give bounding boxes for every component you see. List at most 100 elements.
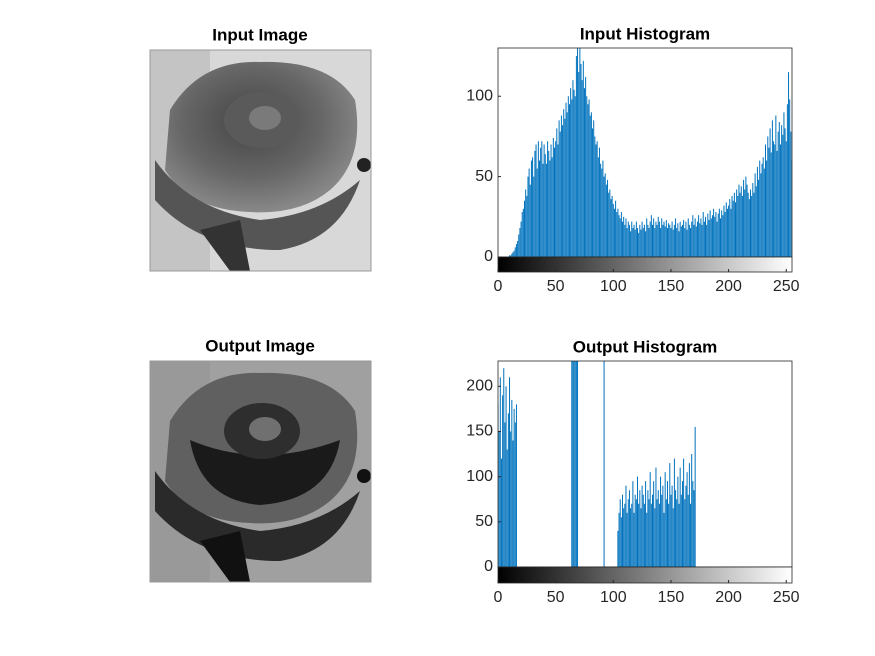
bar xyxy=(536,168,538,257)
bar xyxy=(623,216,625,257)
bar xyxy=(683,458,685,567)
bar xyxy=(648,228,650,257)
bar xyxy=(730,208,732,257)
x-tick-label: 150 xyxy=(658,589,685,606)
bar xyxy=(613,208,615,257)
bar xyxy=(612,203,614,257)
bar xyxy=(520,221,522,257)
bar xyxy=(553,147,555,257)
bar xyxy=(752,183,754,257)
bar xyxy=(679,221,681,257)
bar xyxy=(641,221,643,257)
chart-title: Output Histogram xyxy=(573,337,718,356)
bar xyxy=(527,176,529,257)
output-image xyxy=(150,361,371,582)
bar xyxy=(681,224,683,257)
y-tick-label: 100 xyxy=(466,468,493,485)
bar xyxy=(650,503,652,567)
bar xyxy=(627,499,629,567)
bar xyxy=(720,218,722,257)
bar xyxy=(783,112,785,257)
bar xyxy=(747,192,749,257)
bar xyxy=(684,228,686,257)
plot-area xyxy=(498,48,792,257)
bar xyxy=(721,210,723,257)
bar xyxy=(755,186,757,257)
bar xyxy=(514,422,516,567)
bar xyxy=(782,134,784,257)
bar xyxy=(716,221,718,257)
bar xyxy=(690,503,692,567)
bar xyxy=(572,361,574,567)
bar xyxy=(525,189,527,257)
bar xyxy=(663,512,665,567)
bar xyxy=(597,157,599,257)
bar xyxy=(627,221,629,257)
bar xyxy=(590,112,592,257)
bar xyxy=(692,481,694,567)
bar xyxy=(672,508,674,567)
bar xyxy=(749,189,751,257)
y-tick-label: 0 xyxy=(484,248,493,265)
bar xyxy=(620,211,622,257)
bar xyxy=(735,202,737,257)
bar xyxy=(528,168,530,257)
bar xyxy=(509,377,511,567)
bar xyxy=(502,395,504,567)
bar xyxy=(666,481,668,567)
bar xyxy=(661,494,663,567)
bar xyxy=(684,499,686,567)
bar xyxy=(685,485,687,567)
bar xyxy=(692,215,694,257)
bar xyxy=(498,431,500,567)
bar xyxy=(642,228,644,257)
bar xyxy=(714,216,716,257)
bar xyxy=(774,144,776,257)
bar xyxy=(592,128,594,257)
bar xyxy=(687,218,689,257)
bar xyxy=(764,144,766,257)
bar xyxy=(626,228,628,257)
bar xyxy=(542,163,544,257)
bar xyxy=(596,141,598,257)
bar xyxy=(521,211,523,257)
bar xyxy=(575,361,577,567)
bar xyxy=(634,494,636,567)
bar xyxy=(628,490,630,567)
bar xyxy=(788,72,790,257)
bar xyxy=(633,512,635,567)
bar xyxy=(575,56,577,257)
bar xyxy=(679,467,681,567)
y-tick-label: 50 xyxy=(475,513,493,530)
x-tick-label: 100 xyxy=(600,278,627,295)
bar xyxy=(640,508,642,567)
bar xyxy=(611,195,613,257)
bar xyxy=(758,179,760,257)
bar xyxy=(664,472,666,567)
bar xyxy=(738,184,740,257)
bar xyxy=(573,89,575,257)
bar xyxy=(672,229,674,257)
bar xyxy=(529,184,531,257)
bar xyxy=(665,499,667,567)
image-title: Input Image xyxy=(212,25,307,44)
bar xyxy=(643,503,645,567)
bar xyxy=(745,176,747,257)
bar xyxy=(676,499,678,567)
bar xyxy=(547,141,549,257)
bar xyxy=(687,494,689,567)
bar xyxy=(660,228,662,257)
bar xyxy=(748,199,750,257)
bar xyxy=(760,173,762,257)
bar xyxy=(754,173,756,257)
bar xyxy=(626,512,628,567)
bar xyxy=(600,163,602,257)
bar xyxy=(703,221,705,257)
bar xyxy=(567,96,569,257)
bar xyxy=(633,224,635,257)
bar xyxy=(665,220,667,257)
bar xyxy=(610,199,612,257)
bar xyxy=(640,229,642,257)
bar xyxy=(770,152,772,257)
bar xyxy=(580,64,582,257)
